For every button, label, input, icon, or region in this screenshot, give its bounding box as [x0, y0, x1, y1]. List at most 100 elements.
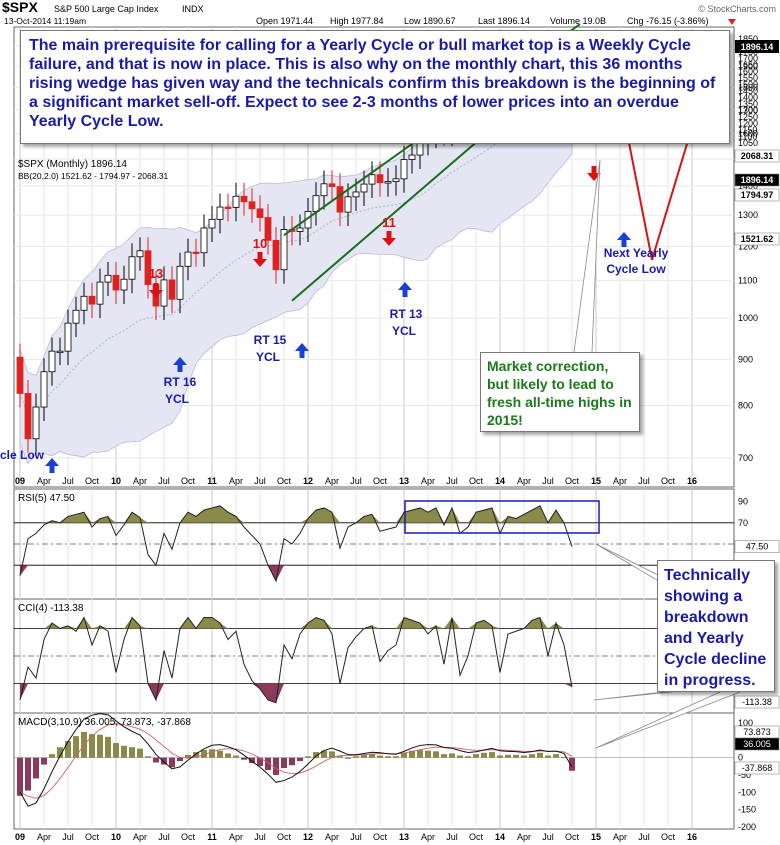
x-tick-label: Apr [133, 832, 147, 842]
x-tick-label: Jul [350, 832, 362, 842]
y-tick-label: 1650 [738, 60, 758, 70]
macd-bar [457, 755, 463, 758]
x-tick-label: 09 [15, 832, 25, 842]
rt15-arrow-icon [295, 343, 309, 358]
cci-line [19, 616, 573, 704]
macd-bar [513, 754, 519, 758]
x-tick-label: 16 [687, 832, 697, 842]
macd-bar [129, 747, 135, 758]
macd-bar [65, 740, 71, 758]
candle [72, 309, 80, 324]
y-tick-label: 1350 [738, 99, 758, 109]
candle [240, 195, 248, 203]
macd-bar [465, 756, 471, 758]
x-tick-label: 12 [303, 832, 313, 842]
x-tick-label: Apr [421, 832, 435, 842]
macd-bar [561, 756, 567, 758]
correction-text: Market correction, but likely to lead to… [487, 358, 632, 428]
axis-layer: 09 09 Apr Apr Jul Jul Oct Oct 10 10 Apr Apr Jul Jul Oc… [15, 34, 780, 842]
peak10-arrow-icon [253, 252, 267, 267]
x-tick-label: Apr [517, 476, 531, 486]
candle [176, 265, 184, 300]
technical-text: Technically showing a breakdown and Year… [664, 567, 767, 689]
price-legend: $SPX (Monthly) 1896.14 [18, 159, 127, 170]
cci-value-box [734, 695, 780, 709]
x-tick-label: Apr [37, 832, 51, 842]
x-tick-label: Apr [421, 476, 435, 486]
candle [248, 201, 256, 210]
macd-bar [41, 757, 47, 765]
y-tick-label: 800 [738, 401, 753, 411]
x-tick-label: Oct [181, 476, 196, 486]
macd-bar [17, 757, 23, 796]
x-tick-label: 14 [495, 476, 505, 486]
x-tick-label: Jul [542, 476, 554, 486]
rsi-pointer [595, 543, 663, 584]
x-tick-label: Jul [446, 476, 458, 486]
macd-tick-label: 100 [738, 718, 753, 728]
y-tick-label: 1300 [738, 210, 758, 220]
macd-bar [321, 750, 327, 758]
candle [384, 181, 392, 184]
macd-bar [201, 749, 207, 758]
macd-bar [417, 749, 423, 758]
down-triangle-icon [728, 19, 736, 25]
x-tick-label: Jul [62, 832, 74, 842]
rsi-value-label: 47.50 [746, 542, 769, 552]
x-tick-label: Oct [565, 832, 580, 842]
cycle-low-label: Cycle Low [0, 448, 45, 462]
macd-bar [401, 752, 407, 758]
x-tick-label: Oct [85, 476, 100, 486]
x-tick-label: Apr [229, 832, 243, 842]
peak10-label: 10 [253, 236, 267, 251]
watermark: © StockCharts.com [698, 4, 776, 14]
rsi-overbought-fill [20, 505, 572, 523]
macd-bar [361, 754, 367, 758]
candle [88, 295, 96, 305]
candle [408, 154, 416, 160]
candle [184, 251, 192, 267]
x-tick-label: 15 [591, 476, 601, 486]
macd-bar [217, 750, 223, 758]
right-value-label: 1896.14 [741, 42, 774, 52]
candle [24, 393, 32, 440]
macd-bar [425, 750, 431, 758]
x-tick-label: Jul [254, 476, 266, 486]
macd-bar [305, 756, 311, 758]
macd-panel [13, 712, 735, 830]
macd-bar [369, 754, 375, 758]
candle [96, 281, 104, 305]
bb-legend: BB(20,2.0) 1521.62 - 1794.97 - 2068.31 [18, 171, 169, 181]
rt16-arrow-icon [173, 357, 187, 372]
macd-bar [473, 754, 479, 758]
y-tick-label: 1100 [738, 132, 757, 142]
macd-tick-label: -100 [738, 787, 756, 797]
x-tick-label: Apr [133, 476, 147, 486]
candle [104, 274, 112, 283]
x-tick-label: 13 [399, 476, 409, 486]
y-tick-label: 1250 [738, 112, 758, 122]
x-tick-label: Oct [661, 832, 676, 842]
x-tick-label: 12 [303, 476, 313, 486]
x-tick-label: Jul [158, 832, 170, 842]
candle [376, 174, 384, 184]
header-date: 13-Oct-2014 11:19am [4, 16, 86, 26]
main-commentary-box: The main prerequisite for calling for a … [20, 30, 730, 144]
macd-signal-line [19, 723, 573, 799]
header-name: S&P 500 Large Cap Index [54, 4, 159, 14]
y-tick-label: 1600 [738, 129, 758, 139]
rt15-label-ycl: YCL [256, 350, 280, 364]
x-tick-label: Jul [638, 476, 650, 486]
x-tick-label: Apr [517, 832, 531, 842]
x-tick-label: Jul [542, 832, 554, 842]
macd-bar [337, 756, 343, 758]
macd-bar [57, 747, 63, 758]
y-tick-label: 1000 [738, 313, 758, 323]
right-value-box [734, 173, 780, 187]
x-tick-label: 11 [207, 476, 217, 486]
macd-bar [145, 756, 151, 758]
macd-tick-label: -150 [738, 805, 756, 815]
macd-value-box [734, 761, 780, 775]
macd-bar [161, 757, 167, 765]
candle [224, 206, 232, 209]
